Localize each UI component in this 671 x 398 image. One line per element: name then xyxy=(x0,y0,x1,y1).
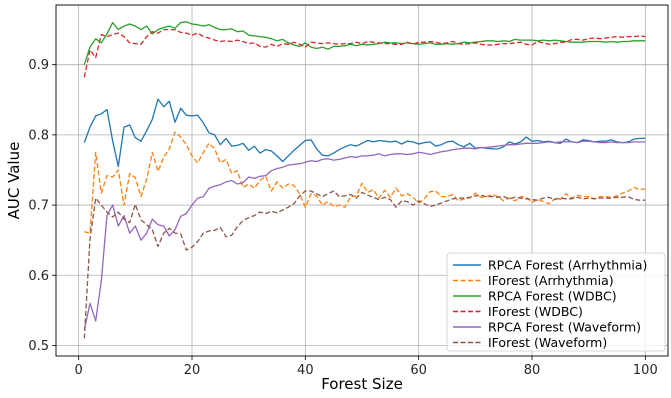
y-tick-label: 0.7 xyxy=(28,199,49,214)
series-line-4 xyxy=(83,28,646,78)
y-tick-label: 0.6 xyxy=(28,269,49,284)
y-tick-label: 0.8 xyxy=(28,128,49,143)
y-axis-ticks: 0.5 0.6 0.7 0.8 0.9 xyxy=(28,58,56,354)
legend: RPCA Forest (Arrhythmia)IForest (Arrhyth… xyxy=(446,252,666,352)
x-tick-label: 40 xyxy=(297,363,314,378)
series-line-5 xyxy=(83,140,646,331)
x-tick-label: 80 xyxy=(524,363,541,378)
legend-label-6: IForest (Waveform) xyxy=(488,335,607,350)
x-tick-label: 0 xyxy=(75,363,83,378)
x-tick-label: 60 xyxy=(410,363,427,378)
legend-box xyxy=(446,252,666,352)
legend-label-4: IForest (WDBC) xyxy=(488,304,583,319)
legend-label-5: RPCA Forest (Waveform) xyxy=(488,319,641,334)
y-tick-label: 0.5 xyxy=(28,339,49,354)
x-tick-label: 20 xyxy=(184,363,201,378)
y-tick-label: 0.9 xyxy=(28,58,49,73)
series-line-3 xyxy=(83,21,646,65)
plot-frame xyxy=(55,4,669,357)
grid xyxy=(56,5,668,356)
legend-label-3: RPCA Forest (WDBC) xyxy=(488,288,617,303)
series-line-2 xyxy=(84,131,646,234)
series-lines xyxy=(83,21,646,339)
x-axis-label: Forest Size xyxy=(321,375,403,393)
y-axis-label: AUC Value xyxy=(5,142,23,220)
x-axis-ticks: 0 20 40 60 80 100 xyxy=(75,356,658,378)
x-tick-label: 100 xyxy=(633,363,658,378)
legend-label-2: IForest (Arrhythmia) xyxy=(488,273,614,288)
series-line-6 xyxy=(83,190,646,339)
legend-label-1: RPCA Forest (Arrhythmia) xyxy=(488,257,647,272)
